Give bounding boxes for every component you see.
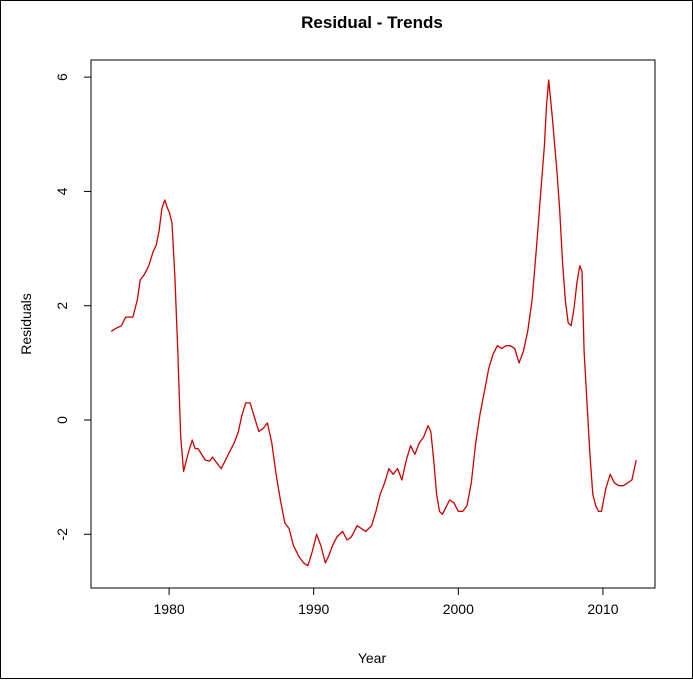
chart-title: Residual - Trends	[301, 13, 443, 32]
x-tick-label: 1990	[298, 601, 329, 617]
x-axis-label: Year	[358, 650, 387, 666]
y-tick-label: -2	[54, 528, 70, 541]
y-axis-label: Residuals	[18, 293, 34, 354]
y-axis: -2 0 2 4 6	[54, 73, 91, 541]
x-axis: 1980 1990 2000 2010	[154, 588, 619, 617]
residual-series-line	[110, 79, 637, 567]
plot-area-border	[90, 59, 656, 589]
y-tick-label: 4	[54, 187, 70, 195]
x-tick-label: 1980	[154, 601, 185, 617]
x-tick-label: 2000	[443, 601, 474, 617]
y-tick-label: 6	[54, 73, 70, 81]
y-tick-label: 2	[54, 302, 70, 310]
y-tick-label: 0	[54, 416, 70, 424]
x-tick-label: 2010	[587, 601, 618, 617]
